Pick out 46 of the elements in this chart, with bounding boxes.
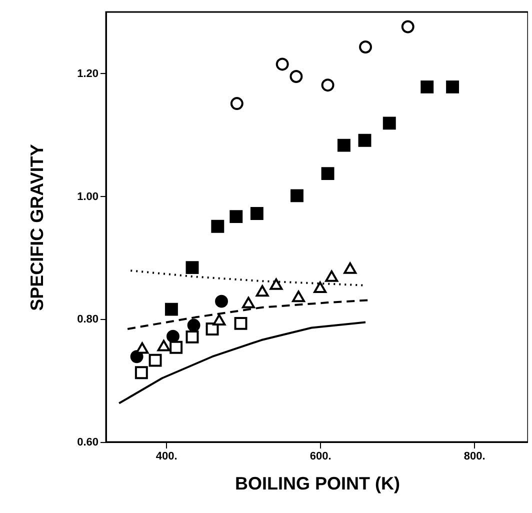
y-tick-label: 0.80 <box>77 314 98 326</box>
y-axis-title: SPECIFIC GRAVITY <box>27 144 48 311</box>
point <box>321 167 334 180</box>
point <box>270 278 283 290</box>
point <box>242 296 255 308</box>
point <box>292 290 305 302</box>
point <box>344 262 357 274</box>
point <box>325 270 338 282</box>
point <box>164 302 178 316</box>
point <box>276 58 289 71</box>
point <box>148 354 162 367</box>
x-tick-label: 600. <box>310 450 332 462</box>
point <box>234 316 248 330</box>
point <box>134 366 148 380</box>
point <box>187 318 200 332</box>
y-tick-label: 1.00 <box>77 190 98 203</box>
point <box>157 340 170 352</box>
point <box>321 78 334 92</box>
point <box>136 342 149 354</box>
point <box>250 207 264 220</box>
point <box>211 220 224 233</box>
point <box>170 340 183 354</box>
point <box>290 70 303 83</box>
point <box>186 261 199 274</box>
point <box>290 189 304 202</box>
x-tick-label: 800. <box>464 450 486 462</box>
point <box>186 330 199 344</box>
point <box>382 116 396 130</box>
point <box>314 281 327 293</box>
point <box>212 314 226 326</box>
point <box>358 134 372 147</box>
x-tick-label: 400. <box>156 450 178 462</box>
point <box>230 97 244 110</box>
y-tick-label: 1.20 <box>77 68 98 80</box>
point <box>215 294 228 308</box>
point <box>401 20 414 34</box>
point <box>446 80 460 94</box>
x-axis-title: BOILING POINT (K) <box>235 474 400 494</box>
point <box>420 80 434 94</box>
line-series <box>118 321 367 404</box>
point <box>256 285 269 297</box>
point <box>359 40 372 54</box>
point <box>230 210 243 224</box>
point <box>337 138 350 152</box>
point <box>166 330 180 343</box>
y-tick-label: 0.60 <box>77 436 98 448</box>
